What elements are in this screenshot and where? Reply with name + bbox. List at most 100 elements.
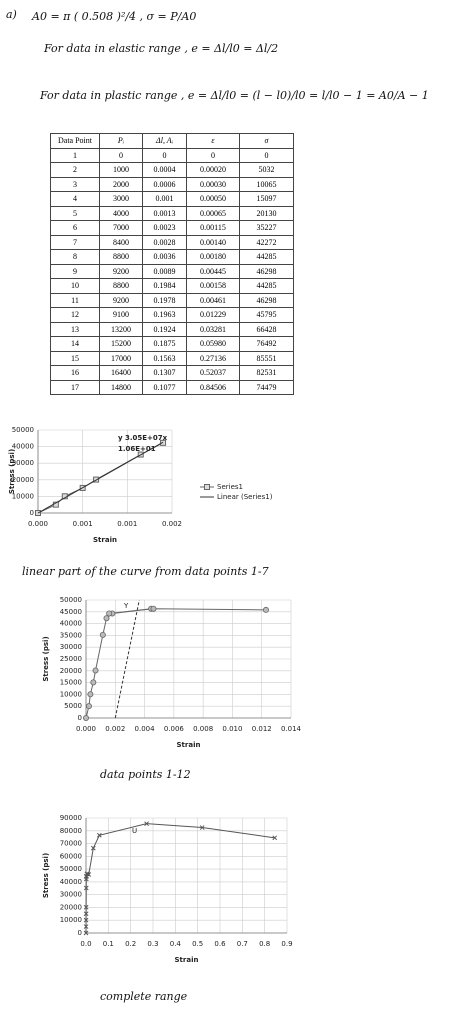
table-cell: 8800: [99, 278, 143, 294]
table-cell: 0.0013: [142, 205, 187, 221]
data-point: [83, 904, 89, 910]
annotation: y 3.05E+07x: [118, 434, 168, 442]
table-cell: 35227: [239, 220, 294, 236]
y-axis-title: Stress (psi): [42, 853, 50, 898]
column-header: σ: [239, 133, 294, 149]
table-cell: 0.00180: [186, 249, 240, 265]
table-cell: 9100: [99, 307, 143, 323]
y-tick-label: 30000: [60, 891, 82, 899]
series-line: [37, 441, 164, 514]
caption: linear part of the curve from data point…: [22, 565, 269, 578]
table-cell: 14800: [99, 379, 143, 395]
annotation: 1.06E+01: [118, 445, 156, 453]
table-cell: 0.05980: [186, 336, 240, 352]
table-cell: 13: [50, 321, 100, 337]
table-cell: 0.00140: [186, 234, 240, 250]
table-cell: 1: [50, 147, 100, 163]
series-line: [85, 823, 275, 934]
table-cell: 15: [50, 350, 100, 366]
caption: complete range: [100, 990, 188, 1003]
x-tick-label: 0.0: [80, 940, 91, 948]
x-axis-title: Strain: [93, 536, 117, 544]
y-tick-label: 35000: [60, 631, 82, 639]
table-row: 3 2000 0.0006 0.00030 10065: [50, 176, 294, 192]
y-tick-label: 40000: [12, 443, 34, 451]
x-axis-title: Strain: [175, 956, 199, 964]
table-cell: 20130: [239, 205, 294, 221]
table-cell: 0.84506: [186, 379, 240, 395]
table-row: 8 8800 0.0036 0.00180 44285: [50, 249, 294, 265]
table-cell: 0.1307: [142, 365, 187, 381]
table-cell: 0.0036: [142, 249, 187, 265]
x-tick-label: 0.006: [164, 725, 185, 733]
table-cell: 0.0089: [142, 263, 187, 279]
table-cell: 2000: [99, 176, 143, 192]
table-cell: 85551: [239, 350, 294, 366]
data-point: [92, 667, 99, 674]
y-tick-label: 10000: [12, 492, 34, 500]
table-cell: 0.0006: [142, 176, 187, 192]
data-point: [83, 715, 90, 722]
part-label: a): [6, 8, 17, 21]
y-tick-label: 5000: [64, 702, 82, 710]
table-cell: 0.00050: [186, 191, 240, 207]
table-cell: 8400: [99, 234, 143, 250]
table-row: 7 8400 0.0028 0.00140 42272: [50, 234, 294, 250]
table-cell: 0.1924: [142, 321, 187, 337]
table-row: 6 7000 0.0023 0.00115 35227: [50, 220, 294, 236]
table-row: 15 17000 0.1563 0.27136 85551: [50, 350, 294, 366]
table-cell: 0: [239, 147, 294, 163]
column-header: Δl, Aᵢ: [142, 133, 187, 149]
table-row: 16 16400 0.1307 0.52037 82531: [50, 365, 294, 381]
data-point: [272, 835, 278, 841]
y-tick-label: 10000: [60, 690, 82, 698]
table-cell: 0: [186, 147, 240, 163]
table-cell: 13200: [99, 321, 143, 337]
table-cell: 5032: [239, 162, 294, 178]
x-axis-title: Strain: [177, 741, 201, 749]
table-cell: 0.00115: [186, 220, 240, 236]
x-tick-label: 0.002: [162, 520, 182, 528]
table-cell: 0.0023: [142, 220, 187, 236]
x-tick-label: 0.2: [125, 940, 136, 948]
x-tick-label: 0.4: [170, 940, 182, 948]
data-point: [103, 615, 110, 622]
table-cell: 0.1984: [142, 278, 187, 294]
x-tick-label: 0.008: [193, 725, 213, 733]
y-tick-label: 70000: [60, 840, 82, 848]
data-point: [97, 832, 102, 838]
table-row: 10 8800 0.1984 0.00158 44285: [50, 278, 294, 294]
x-tick-label: 0.8: [259, 940, 270, 948]
offset-line: [114, 599, 140, 719]
y-tick-label: 50000: [60, 865, 82, 873]
table-cell: 9: [50, 263, 100, 279]
x-tick-label: 0.000: [28, 520, 48, 528]
data-point: [85, 703, 92, 710]
annotation: U: [132, 827, 137, 835]
table-cell: 16400: [99, 365, 143, 381]
table-cell: 0.1563: [142, 350, 187, 366]
y-tick-label: 30000: [12, 459, 34, 467]
table-cell: 0.0028: [142, 234, 187, 250]
y-tick-label: 10000: [60, 916, 82, 924]
table-row: 14 15200 0.1875 0.05980 76492: [50, 336, 294, 352]
table-cell: 11: [50, 292, 100, 308]
table-cell: 66428: [239, 321, 294, 337]
table-cell: 0.00461: [186, 292, 240, 308]
table-cell: 0: [142, 147, 187, 163]
table-cell: 42272: [239, 234, 294, 250]
x-tick-label: 0.9: [281, 940, 292, 948]
column-header: Data Point: [50, 133, 100, 149]
table-cell: 44285: [239, 278, 294, 294]
table-cell: 0.27136: [186, 350, 240, 366]
table-cell: 0.001: [142, 191, 187, 207]
caption: data points 1-12: [100, 768, 191, 781]
table-cell: 17: [50, 379, 100, 395]
data-table: Data Point Pᵢ Δl, Aᵢ ε σ 1 0 0 0 0 2 1000 0.0004 0.00…: [50, 133, 294, 395]
y-tick-label: 90000: [60, 814, 82, 822]
y-tick-label: 0: [78, 714, 82, 722]
table-cell: 0.1978: [142, 292, 187, 308]
